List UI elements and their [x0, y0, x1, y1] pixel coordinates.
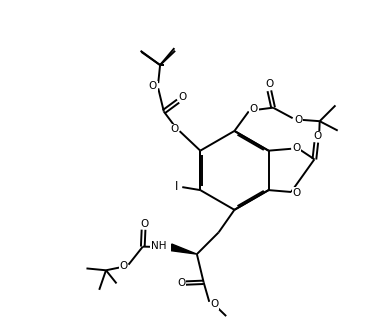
Text: O: O [292, 143, 301, 153]
Text: O: O [177, 278, 185, 288]
Text: O: O [294, 116, 302, 126]
Text: O: O [149, 81, 157, 91]
Text: O: O [140, 219, 149, 229]
Text: O: O [210, 299, 219, 309]
Text: O: O [265, 80, 273, 90]
Text: O: O [292, 188, 301, 198]
Text: O: O [170, 124, 179, 134]
Text: O: O [179, 91, 187, 102]
Polygon shape [172, 244, 197, 254]
Text: O: O [250, 104, 258, 114]
Text: O: O [119, 261, 128, 271]
Text: NH: NH [151, 241, 166, 251]
Text: I: I [176, 180, 179, 193]
Text: O: O [314, 131, 322, 141]
